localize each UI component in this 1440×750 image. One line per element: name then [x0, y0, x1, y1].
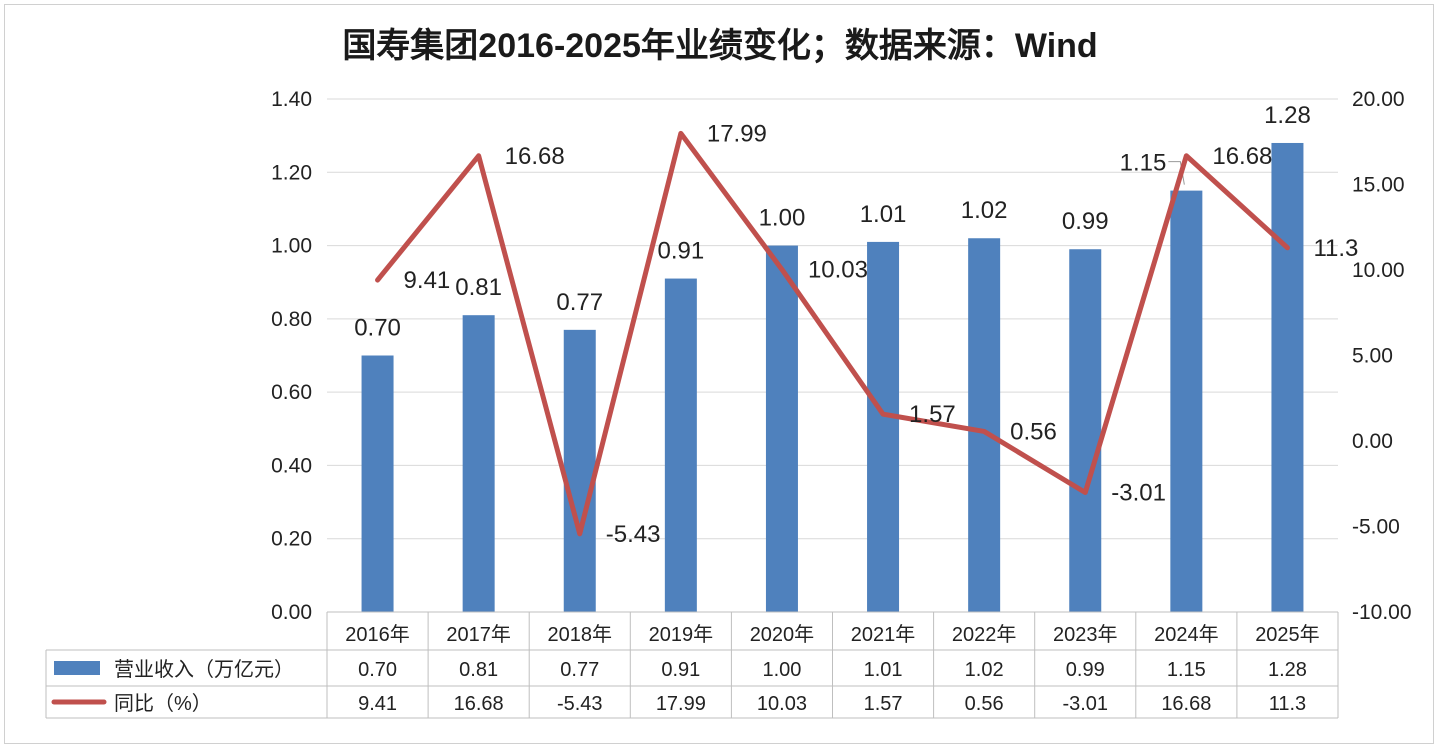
y-left-tick-label: 1.20 — [271, 161, 312, 184]
bar — [1069, 249, 1102, 612]
bar — [1170, 190, 1203, 612]
line-value-label: 17.99 — [707, 120, 767, 147]
table-cell-growth: 11.3 — [1269, 693, 1306, 715]
bar — [765, 245, 798, 613]
x-tick-label: 2025年 — [1255, 623, 1320, 646]
table-cell-growth: -5.43 — [557, 693, 603, 715]
bar-value-label: 0.77 — [556, 289, 603, 316]
table-cell-revenue: 1.02 — [965, 659, 1004, 681]
growth-line — [375, 130, 1290, 537]
table-cell-growth: -3.01 — [1062, 693, 1108, 715]
y-right-tick-label: 15.00 — [1352, 174, 1405, 197]
table-cell-revenue: 0.77 — [560, 659, 599, 681]
line-value-label: -3.01 — [1111, 479, 1166, 506]
line-value-label: 9.41 — [404, 267, 451, 294]
table-cell-revenue: 0.91 — [661, 659, 700, 681]
x-tick-label: 2024年 — [1154, 623, 1219, 646]
x-tick-label: 2017年 — [446, 623, 511, 646]
line-point — [577, 531, 582, 536]
table-cell-growth: 17.99 — [656, 693, 706, 715]
y-right-tick-label: -10.00 — [1352, 601, 1412, 624]
x-tick-label: 2020年 — [750, 623, 815, 646]
line-value-label: 11.3 — [1313, 235, 1358, 262]
bar — [563, 329, 596, 612]
table-cell-growth: 16.68 — [454, 693, 504, 715]
y-left-tick-label: 0.80 — [271, 308, 312, 331]
y-left-tick-label: 1.00 — [271, 235, 312, 258]
legend-bar-key — [54, 661, 100, 675]
bar-value-label: 1.01 — [860, 201, 907, 228]
y-right-tick-label: -5.00 — [1352, 516, 1400, 539]
line-point — [1285, 245, 1290, 250]
table-cell-revenue: 1.00 — [762, 659, 801, 681]
bar-value-label: 0.70 — [354, 315, 401, 342]
x-tick-label: 2022年 — [952, 623, 1017, 646]
line-value-label: 16.68 — [1212, 143, 1272, 170]
bar — [462, 315, 495, 612]
line-point — [678, 131, 683, 136]
line-point — [476, 153, 481, 158]
line-value-label: -5.43 — [606, 521, 661, 548]
table-cell-revenue: 0.99 — [1066, 659, 1105, 681]
x-tick-label: 2016年 — [345, 623, 410, 646]
y-left-tick-label: 0.40 — [271, 454, 312, 477]
table-cell-revenue: 1.28 — [1268, 659, 1307, 681]
table-cell-revenue: 1.15 — [1167, 659, 1206, 681]
bar-value-label: 0.99 — [1062, 208, 1109, 235]
bar-value-label: 0.91 — [657, 238, 704, 265]
chart-title: 国寿集团2016-2025年业绩变化；数据来源：Wind — [342, 27, 1098, 65]
x-tick-label: 2018年 — [548, 623, 613, 646]
bar-value-label: 1.15 — [1120, 150, 1167, 177]
table-cell-revenue: 1.01 — [864, 659, 903, 681]
table-cell-growth: 10.03 — [757, 693, 807, 715]
y-right-tick-label: 5.00 — [1352, 345, 1393, 368]
line-value-label: 16.68 — [505, 143, 565, 170]
line-value-label: 0.56 — [1010, 418, 1057, 445]
line-value-label: 1.57 — [909, 401, 956, 428]
legend-label-growth: 同比（%） — [114, 692, 212, 715]
x-tick-label: 2021年 — [851, 623, 916, 646]
line-point — [375, 278, 380, 283]
bar-value-label: 1.00 — [759, 205, 806, 232]
x-tick-label: 2023年 — [1053, 623, 1118, 646]
x-tick-label: 2019年 — [649, 623, 714, 646]
bar-value-label: 0.81 — [455, 274, 502, 301]
table-cell-revenue: 0.70 — [358, 659, 397, 681]
bar — [361, 355, 394, 612]
chart-frame — [4, 4, 1434, 744]
y-left-tick-label: 0.20 — [271, 528, 312, 551]
table-cell-growth: 16.68 — [1161, 693, 1211, 715]
line-point — [779, 267, 784, 272]
line-point — [881, 412, 886, 417]
line-point — [1083, 490, 1088, 495]
table-cell-growth: 1.57 — [864, 693, 903, 715]
bar-value-label: 1.02 — [961, 197, 1008, 224]
line-point — [1184, 153, 1189, 158]
y-right-tick-label: 20.00 — [1352, 88, 1405, 111]
y-right-tick-label: 0.00 — [1352, 430, 1393, 453]
line-value-label: 10.03 — [808, 256, 868, 283]
y-left-tick-label: 1.40 — [271, 88, 312, 111]
bar — [1271, 142, 1304, 612]
table-cell-growth: 9.41 — [358, 693, 397, 715]
table-cell-growth: 0.56 — [965, 693, 1004, 715]
bar — [664, 278, 697, 612]
y-left-tick-label: 0.60 — [271, 381, 312, 404]
label-leader-line — [1168, 161, 1185, 185]
table-cell-revenue: 0.81 — [459, 659, 498, 681]
y-right-tick-label: 10.00 — [1352, 259, 1405, 282]
y-left-tick-label: 0.00 — [271, 601, 312, 624]
legend-label-revenue: 营业收入（万亿元） — [114, 658, 294, 681]
line-point — [982, 429, 987, 434]
bar — [867, 241, 900, 612]
bar-value-label: 1.28 — [1264, 102, 1311, 129]
bar — [968, 238, 1001, 612]
